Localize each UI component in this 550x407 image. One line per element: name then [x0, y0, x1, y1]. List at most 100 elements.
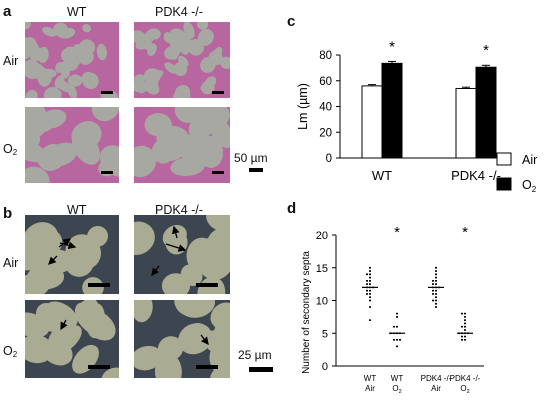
panel-b-row-air: Air [3, 256, 19, 270]
category-label: PDK4 -/- [451, 168, 501, 183]
panel-a-col-pdk4: PDK4 -/- [155, 5, 203, 19]
data-point [369, 293, 371, 295]
data-point [369, 306, 371, 308]
panel-b-scale-label: 25 µm [238, 348, 272, 362]
panel-a-scale-label: 50 µm [234, 151, 268, 165]
data-point [464, 312, 466, 315]
data-point [461, 335, 463, 338]
significance-marker: * [462, 224, 468, 241]
data-point [393, 339, 395, 341]
scale-bar [196, 365, 218, 369]
category-label: O2 [460, 384, 469, 395]
data-point [399, 339, 401, 341]
data-point [432, 289, 434, 292]
trichrome-micrograph-pdk4-o2 [134, 300, 230, 378]
panel-a-row-o2: O2 [3, 142, 18, 157]
data-point [396, 325, 398, 328]
data-point [435, 276, 437, 279]
scale-bar [88, 365, 110, 369]
scale-bar [212, 91, 224, 94]
data-point [435, 296, 437, 299]
data-point [396, 316, 398, 318]
he-micrograph-pdk4-o2 [134, 107, 230, 183]
y-axis-label: Number of secondary septa [301, 251, 312, 374]
y-axis-label: Lm (µm) [296, 83, 310, 130]
data-point [435, 289, 437, 292]
category-label: O2 [392, 384, 401, 395]
panel-c-letter: c [287, 13, 296, 30]
data-point [366, 280, 368, 282]
data-point [369, 319, 371, 321]
category-label: Air [431, 384, 441, 393]
lm-bar-chart: 0 20 40 60 80 Lm (µm) * WT * PDK4 -/- Air O2 [296, 38, 537, 194]
category-label: WT [391, 374, 404, 383]
data-point [435, 270, 437, 272]
legend-swatch [496, 152, 512, 166]
data-point [435, 306, 437, 308]
scale-bar [212, 171, 224, 174]
data-point [464, 322, 466, 325]
category-label-subscript: 2 [399, 389, 402, 395]
y-tick-label: 5 [322, 328, 328, 340]
data-point [461, 325, 463, 328]
panel-a-row-air: Air [3, 54, 19, 68]
data-point [396, 312, 398, 315]
significance-marker: * [394, 224, 400, 241]
data-point [396, 345, 398, 348]
legend-label-subscript: 2 [532, 185, 537, 194]
legend-label: O2 [522, 178, 537, 194]
data-point [369, 289, 371, 292]
panel-a-col-wt: WT [67, 5, 87, 19]
data-point [432, 293, 434, 295]
legend-swatch [496, 177, 512, 191]
y-tick-label: 60 [319, 76, 332, 88]
category-label: Air [365, 384, 375, 393]
arrow-icon [48, 225, 209, 346]
data-point [366, 289, 368, 292]
y-tick-label: 0 [322, 361, 328, 373]
panel-b-col-pdk4: PDK4 -/- [155, 203, 203, 217]
he-micrograph-pdk4-air [134, 22, 230, 98]
data-point [435, 266, 437, 269]
scale-bar [101, 91, 113, 94]
annotation-arrows [48, 225, 209, 346]
significance-marker: * [483, 42, 489, 59]
panel-b-letter: b [3, 205, 13, 222]
data-point [369, 280, 371, 282]
y-tick-label: 15 [316, 263, 328, 275]
y-tick-label: 10 [316, 296, 328, 308]
data-point [369, 276, 371, 279]
bar [381, 62, 403, 159]
panel-a-scale-bar [249, 168, 263, 172]
data-point [432, 299, 434, 302]
data-point [435, 293, 437, 295]
scale-bar [88, 283, 110, 287]
data-point [435, 299, 437, 302]
data-point [369, 273, 371, 276]
data-point [435, 280, 437, 282]
data-point [435, 302, 437, 305]
data-point [435, 273, 437, 276]
data-point [366, 293, 368, 295]
y-tick-label: 20 [316, 230, 328, 242]
data-point [461, 312, 463, 315]
data-point [464, 335, 466, 338]
data-point [432, 280, 434, 282]
y-tick-label: 20 [319, 127, 332, 139]
data-point [369, 270, 371, 272]
data-point [369, 299, 371, 302]
legend-label: Air [522, 153, 537, 167]
he-micrograph-wt-air [25, 22, 119, 98]
bar [475, 66, 497, 159]
panel-a-letter: a [3, 3, 12, 20]
category-label-subscript: 2 [467, 389, 470, 395]
data-point [369, 296, 371, 299]
data-point [435, 283, 437, 285]
significance-marker: * [389, 38, 395, 55]
data-point [464, 319, 466, 321]
category-label: WT [364, 374, 377, 383]
y-tick-label: 80 [319, 50, 332, 62]
category-label: PDK4 -/- [450, 374, 481, 383]
data-point [369, 283, 371, 285]
